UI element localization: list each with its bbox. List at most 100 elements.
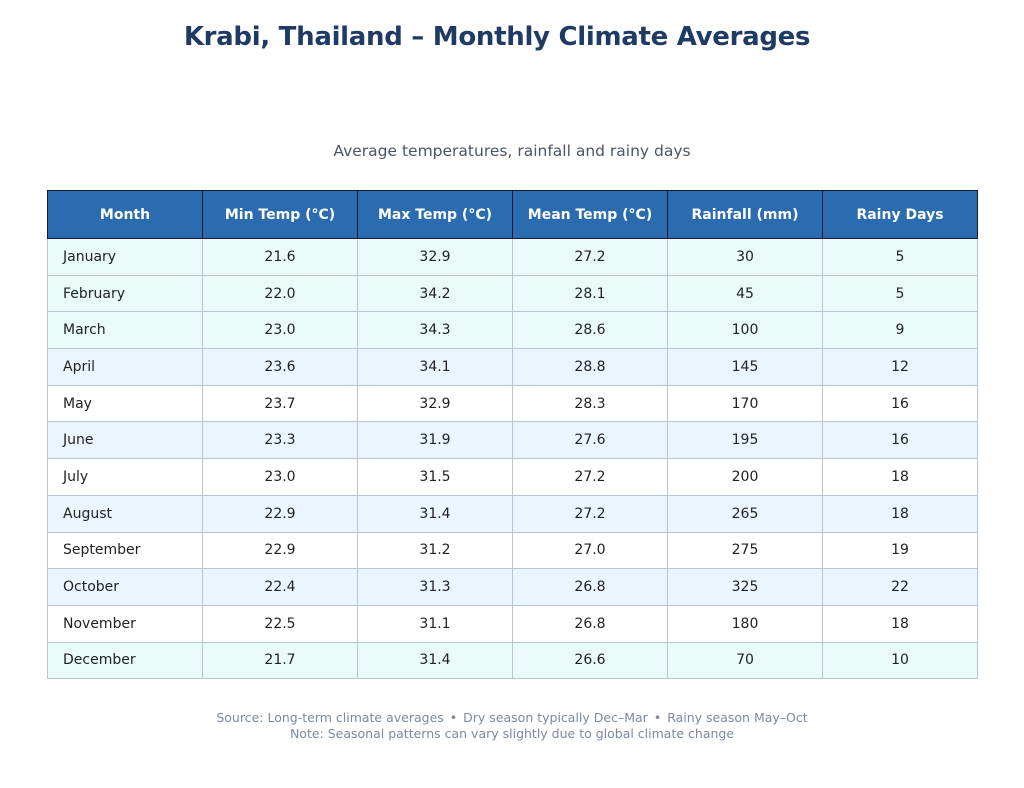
month-cell: July bbox=[47, 458, 203, 496]
value-cell: 21.7 bbox=[202, 641, 358, 680]
value-cell: 23.7 bbox=[202, 384, 358, 423]
table-row: February 22.0 34.2 28.1 45 5 bbox=[47, 274, 978, 313]
value-cell: 23.3 bbox=[202, 421, 358, 460]
value-cell: 16 bbox=[822, 421, 978, 460]
climate-table: Month Min Temp (°C) Max Temp (°C) Mean Temp… bbox=[47, 190, 978, 680]
value-cell: 22.9 bbox=[202, 531, 358, 570]
column-header: Month bbox=[47, 190, 203, 239]
value-cell: 5 bbox=[822, 238, 978, 276]
value-cell: 30 bbox=[667, 238, 823, 276]
value-cell: 45 bbox=[667, 274, 823, 313]
value-cell: 31.3 bbox=[357, 568, 513, 606]
value-cell: 19 bbox=[822, 531, 978, 570]
table-row: July 23.0 31.5 27.2 200 18 bbox=[47, 458, 978, 496]
column-header: Mean Temp (°C) bbox=[512, 190, 668, 239]
value-cell: 28.8 bbox=[512, 348, 668, 386]
value-cell: 18 bbox=[822, 494, 978, 533]
table-row: August 22.9 31.4 27.2 265 18 bbox=[47, 494, 978, 533]
table-row: March 23.0 34.3 28.6 100 9 bbox=[47, 311, 978, 350]
value-cell: 23.0 bbox=[202, 311, 358, 350]
value-cell: 200 bbox=[667, 458, 823, 496]
month-cell: May bbox=[47, 384, 203, 423]
value-cell: 22.5 bbox=[202, 604, 358, 643]
value-cell: 34.2 bbox=[357, 274, 513, 313]
month-cell: September bbox=[47, 531, 203, 570]
value-cell: 27.2 bbox=[512, 494, 668, 533]
value-cell: 31.9 bbox=[357, 421, 513, 460]
value-cell: 27.2 bbox=[512, 238, 668, 276]
value-cell: 32.9 bbox=[357, 238, 513, 276]
column-header: Rainfall (mm) bbox=[667, 190, 823, 239]
value-cell: 195 bbox=[667, 421, 823, 460]
month-cell: November bbox=[47, 604, 203, 643]
value-cell: 23.6 bbox=[202, 348, 358, 386]
value-cell: 32.9 bbox=[357, 384, 513, 423]
footer-rainy-season: Rainy season May–Oct bbox=[667, 710, 808, 725]
value-cell: 100 bbox=[667, 311, 823, 350]
footer-source: Source: Long-term climate averages bbox=[216, 710, 444, 725]
value-cell: 26.8 bbox=[512, 604, 668, 643]
value-cell: 31.1 bbox=[357, 604, 513, 643]
month-cell: June bbox=[47, 421, 203, 460]
value-cell: 325 bbox=[667, 568, 823, 606]
footer: Source: Long-term climate averages • Dry s… bbox=[0, 710, 1024, 742]
month-cell: April bbox=[47, 348, 203, 386]
value-cell: 70 bbox=[667, 641, 823, 680]
value-cell: 22.9 bbox=[202, 494, 358, 533]
value-cell: 31.4 bbox=[357, 641, 513, 680]
footer-source-line: Source: Long-term climate averages • Dry s… bbox=[0, 710, 1024, 726]
value-cell: 265 bbox=[667, 494, 823, 533]
value-cell: 18 bbox=[822, 458, 978, 496]
page-title: Krabi, Thailand – Monthly Climate Averag… bbox=[183, 22, 811, 52]
table-row: January 21.6 32.9 27.2 30 5 bbox=[47, 238, 978, 276]
month-cell: March bbox=[47, 311, 203, 350]
month-cell: December bbox=[47, 641, 203, 680]
value-cell: 16 bbox=[822, 384, 978, 423]
value-cell: 275 bbox=[667, 531, 823, 570]
column-header: Max Temp (°C) bbox=[357, 190, 513, 239]
value-cell: 170 bbox=[667, 384, 823, 423]
table-row: October 22.4 31.3 26.8 325 22 bbox=[47, 568, 978, 606]
value-cell: 22.4 bbox=[202, 568, 358, 606]
table-row: December 21.7 31.4 26.6 70 10 bbox=[47, 641, 978, 680]
value-cell: 31.2 bbox=[357, 531, 513, 570]
value-cell: 31.4 bbox=[357, 494, 513, 533]
page-subtitle: Average temperatures, rainfall and rainy… bbox=[333, 142, 691, 160]
month-cell: August bbox=[47, 494, 203, 533]
value-cell: 28.3 bbox=[512, 384, 668, 423]
value-cell: 5 bbox=[822, 274, 978, 313]
value-cell: 21.6 bbox=[202, 238, 358, 276]
value-cell: 10 bbox=[822, 641, 978, 680]
value-cell: 18 bbox=[822, 604, 978, 643]
value-cell: 34.1 bbox=[357, 348, 513, 386]
column-header: Min Temp (°C) bbox=[202, 190, 358, 239]
value-cell: 27.2 bbox=[512, 458, 668, 496]
value-cell: 26.6 bbox=[512, 641, 668, 680]
value-cell: 34.3 bbox=[357, 311, 513, 350]
table-row: June 23.3 31.9 27.6 195 16 bbox=[47, 421, 978, 460]
table-row: November 22.5 31.1 26.8 180 18 bbox=[47, 604, 978, 643]
column-header: Rainy Days bbox=[822, 190, 978, 239]
table-row: May 23.7 32.9 28.3 170 16 bbox=[47, 384, 978, 423]
table-row: September 22.9 31.2 27.0 275 19 bbox=[47, 531, 978, 570]
value-cell: 26.8 bbox=[512, 568, 668, 606]
month-cell: October bbox=[47, 568, 203, 606]
footer-note: Note: Seasonal patterns can vary slightl… bbox=[289, 726, 735, 741]
value-cell: 27.0 bbox=[512, 531, 668, 570]
value-cell: 22 bbox=[822, 568, 978, 606]
table-header-row: Month Min Temp (°C) Max Temp (°C) Mean Temp… bbox=[47, 190, 978, 239]
value-cell: 12 bbox=[822, 348, 978, 386]
footer-dry-season: Dry season typically Dec–Mar bbox=[463, 710, 648, 725]
table-body: January 21.6 32.9 27.2 30 5 February 22.0 34.2 28… bbox=[47, 238, 978, 680]
value-cell: 9 bbox=[822, 311, 978, 350]
value-cell: 180 bbox=[667, 604, 823, 643]
value-cell: 23.0 bbox=[202, 458, 358, 496]
value-cell: 22.0 bbox=[202, 274, 358, 313]
month-cell: February bbox=[47, 274, 203, 313]
footer-separator: • bbox=[653, 710, 662, 725]
value-cell: 27.6 bbox=[512, 421, 668, 460]
footer-separator: • bbox=[449, 710, 458, 725]
value-cell: 31.5 bbox=[357, 458, 513, 496]
table-row: April 23.6 34.1 28.8 145 12 bbox=[47, 348, 978, 386]
month-cell: January bbox=[47, 238, 203, 276]
